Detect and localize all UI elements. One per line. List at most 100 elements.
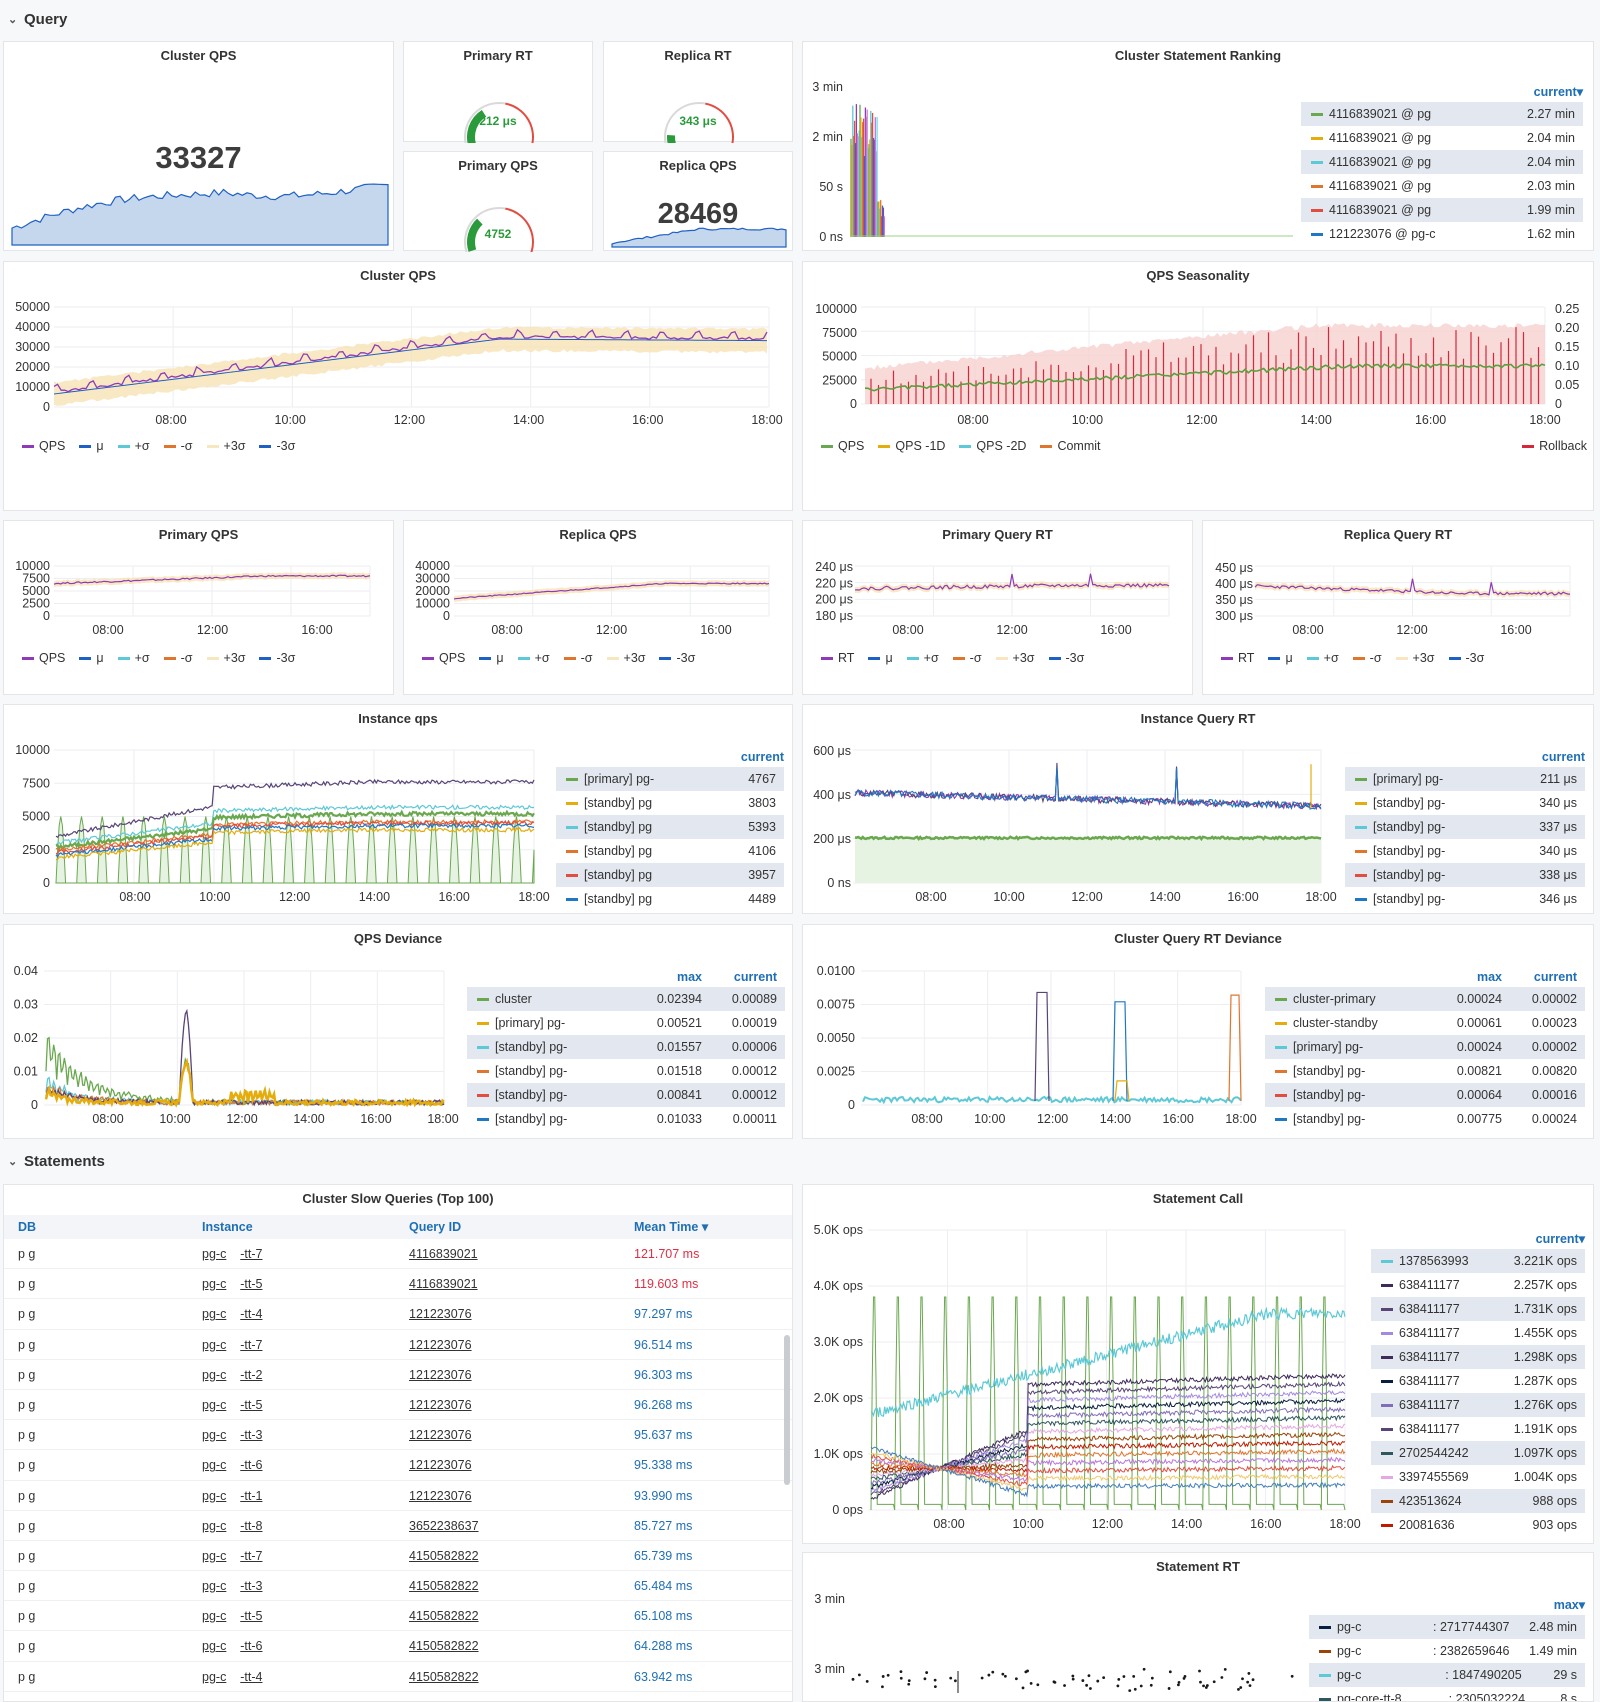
panel-replica-qps[interactable]: Replica QPS 40000 30000 20000 10000 0 08:00 1…	[403, 520, 793, 695]
query-id-link[interactable]: 3652238637	[409, 1518, 479, 1533]
legend-item[interactable]: [standby] pg- 0.00841 0.00012	[467, 1083, 785, 1107]
table-row[interactable]: p g pg-c -tt-4 4150582822 63.942 ms	[4, 1662, 792, 1692]
table-row[interactable]: p g pg-c -tt-5 4150582822 65.108 ms	[4, 1601, 792, 1632]
panel-primary-rt-gauge[interactable]: Primary RT 212 μs	[403, 41, 593, 143]
legend-item[interactable]: 638411177 1.298K ops	[1371, 1345, 1585, 1369]
instance-link-suffix[interactable]: -tt-6	[240, 1458, 263, 1473]
legend-item[interactable]: -σ	[163, 439, 193, 453]
table-row[interactable]: p g pg-c -tt-7 4150582822 65.739 ms	[4, 1541, 792, 1572]
panel-replica-query-rt[interactable]: Replica Query RT 450 μs 400 μs 350 μs 300 μ…	[1202, 520, 1594, 695]
legend-item[interactable]: cluster-standby 0.00061 0.00023	[1265, 1011, 1585, 1035]
legend-item[interactable]: pg-core-tt-8: 2305032224 8 s	[1309, 1687, 1585, 1701]
panel-primary-query-rt[interactable]: Primary Query RT 240 μs 220 μs 200 μs 180 μ…	[802, 520, 1193, 695]
query-id-link[interactable]: 4150582822	[409, 1548, 479, 1563]
legend-item[interactable]: -3σ	[1448, 651, 1484, 665]
legend-item[interactable]: pg-c: 2382659646 1.49 min	[1309, 1639, 1585, 1663]
header-max[interactable]: max	[1476, 970, 1502, 984]
legend-item[interactable]: pg-c: 1847490205 29 s	[1309, 1663, 1585, 1687]
header-current[interactable]: current	[1533, 970, 1577, 984]
legend-item[interactable]: [standby] pg- 0.00064 0.00016	[1265, 1083, 1585, 1107]
legend-item[interactable]: [standby] pg 3957	[556, 863, 784, 887]
legend-item[interactable]: [standby] pg- 338 μs	[1345, 863, 1585, 887]
instance-link-suffix[interactable]: -tt-5	[240, 1397, 263, 1412]
legend-item[interactable]: [standby] pg- 0.01557 0.00006	[467, 1035, 785, 1059]
legend-item[interactable]: +3σ	[995, 651, 1035, 665]
legend-item[interactable]: 121223076 @ pg-c 1.62 min	[1301, 222, 1583, 246]
scrollbar-thumb[interactable]	[784, 1335, 790, 1485]
legend-item[interactable]: 423513624 988 ops	[1371, 1489, 1585, 1513]
panel-qps-deviance[interactable]: QPS Deviance 0.04 0.03 0.02 0.01 0 08:00 10:0…	[3, 924, 793, 1139]
legend-item[interactable]: [standby] pg- 340 μs	[1345, 839, 1585, 863]
query-id-link[interactable]: 4150582822	[409, 1639, 479, 1654]
legend-item[interactable]: 4116839021 @ pg 2.04 min	[1301, 126, 1583, 150]
panel-statement-ranking[interactable]: Cluster Statement Ranking 3 min 2 min 50 s…	[802, 41, 1594, 251]
table-row[interactable]: p g pg-c -tt-3 121223076 95.637 ms	[4, 1420, 792, 1451]
instance-link-suffix[interactable]: -tt-8	[240, 1518, 263, 1533]
instance-link-suffix[interactable]: -tt-7	[240, 1337, 263, 1352]
panel-instance-qps[interactable]: Instance qps 10000 7500 5000 2500 0 08:00 10:…	[3, 704, 793, 914]
instance-link-suffix[interactable]: -tt-4	[240, 1307, 263, 1322]
legend-item[interactable]: [standby] pg- 0.00775 0.00024	[1265, 1107, 1585, 1131]
panel-primary-qps[interactable]: Primary QPS 10000 7500 5000 2500 0 08:00 12:0…	[3, 520, 394, 695]
legend-item[interactable]: +3σ	[606, 651, 645, 665]
legend-item[interactable]: μ	[479, 651, 504, 665]
legend-item[interactable]: [standby] pg- 0.01033 0.00011	[467, 1107, 785, 1131]
instance-link-suffix[interactable]: -tt-5	[240, 1277, 263, 1292]
legend-item[interactable]: μ	[1268, 651, 1293, 665]
instance-link-suffix[interactable]: -tt-7	[240, 1247, 263, 1261]
legend-header[interactable]: current▾	[1535, 1232, 1585, 1246]
panel-qps-seasonality[interactable]: QPS Seasonality 100000 75000 50000 25000 0 0…	[802, 261, 1594, 511]
query-id-link[interactable]: 4150582822	[409, 1579, 479, 1594]
legend-item[interactable]: +σ	[517, 651, 550, 665]
panel-statement-call[interactable]: Statement Call 5.0K ops 4.0K ops 3.0K ops 2…	[802, 1184, 1594, 1544]
instance-link-suffix[interactable]: -tt-4	[240, 1669, 263, 1684]
legend-item[interactable]: -σ	[163, 651, 193, 665]
panel-cluster-qps-chart[interactable]: Cluster QPS 50000 40000 30000 20000 10000 0 0…	[3, 261, 793, 511]
panel-slow-queries[interactable]: Cluster Slow Queries (Top 100) DB Instan…	[3, 1184, 793, 1702]
table-row[interactable]: p g pg-c -tt-8 3652238637 85.727 ms	[4, 1511, 792, 1541]
instance-link[interactable]: pg-c	[202, 1458, 227, 1473]
instance-link[interactable]: pg-c	[202, 1428, 227, 1443]
legend-item[interactable]: QPS	[821, 439, 864, 453]
legend-item[interactable]: cluster 0.02394 0.00089	[467, 987, 785, 1011]
legend-item[interactable]: [standby] pg- 0.00821 0.00820	[1265, 1059, 1585, 1083]
legend-item[interactable]: 1378563993 3.221K ops	[1371, 1249, 1585, 1273]
table-row[interactable]: p g pg-c -tt-7 4116839021 121.707 ms	[4, 1239, 792, 1270]
panel-instance-query-rt[interactable]: Instance Query RT 600 μs 400 μs 200 μs 0 ns…	[802, 704, 1594, 914]
table-row[interactable]: p g pg-c -tt-2 121223076 96.303 ms	[4, 1360, 792, 1390]
col-query-id[interactable]: Query ID	[409, 1220, 462, 1234]
legend-item[interactable]: -3σ	[259, 439, 295, 453]
legend-item[interactable]: QPS -2D	[959, 439, 1026, 453]
row-header-statements[interactable]: ⌄ Statements	[8, 1150, 105, 1172]
legend-item[interactable]: [standby] pg 4489	[556, 887, 784, 911]
legend-item[interactable]: 4116839021 @ pg 2.04 min	[1301, 150, 1583, 174]
legend-item[interactable]: 4116839021 @ pg 1.99 min	[1301, 198, 1583, 222]
panel-replica-qps-stat[interactable]: Replica QPS 28469	[603, 151, 793, 251]
legend-item[interactable]: Commit	[1040, 439, 1101, 453]
col-mean-time[interactable]: Mean Time ▾	[634, 1220, 709, 1234]
legend-item[interactable]: QPS	[422, 651, 465, 665]
legend-header[interactable]: max▾	[1553, 1598, 1585, 1612]
legend-item[interactable]: μ	[79, 439, 104, 453]
query-id-link[interactable]: 121223076	[409, 1458, 472, 1473]
instance-link[interactable]: pg-c	[202, 1337, 227, 1352]
query-id-link[interactable]: 121223076	[409, 1428, 472, 1443]
table-row[interactable]: p g pg-c -tt-5 121223076 96.268 ms	[4, 1390, 792, 1421]
legend-item[interactable]: +3σ	[206, 439, 245, 453]
legend-item[interactable]: [primary] pg- 0.00521 0.00019	[467, 1011, 785, 1035]
instance-link[interactable]: pg-c	[202, 1609, 227, 1624]
legend-item[interactable]: [standby] pg 3803	[556, 791, 784, 815]
header-current[interactable]: current	[733, 970, 777, 984]
query-id-link[interactable]: 121223076	[409, 1337, 472, 1352]
legend-item[interactable]: -3σ	[259, 651, 295, 665]
legend-item[interactable]: [standby] pg 4106	[556, 839, 784, 863]
legend-item[interactable]: μ	[79, 651, 104, 665]
legend-item[interactable]: [standby] pg- 0.01518 0.00012	[467, 1059, 785, 1083]
legend-header[interactable]: current	[1541, 750, 1585, 764]
legend-item[interactable]: [standby] pg- 346 μs	[1345, 887, 1585, 911]
legend-item[interactable]: RT	[821, 651, 854, 665]
legend-item[interactable]: -σ	[952, 651, 982, 665]
query-id-link[interactable]: 4116839021	[409, 1277, 478, 1292]
legend-item[interactable]: +σ	[117, 651, 150, 665]
legend-item[interactable]: +3σ	[206, 651, 245, 665]
